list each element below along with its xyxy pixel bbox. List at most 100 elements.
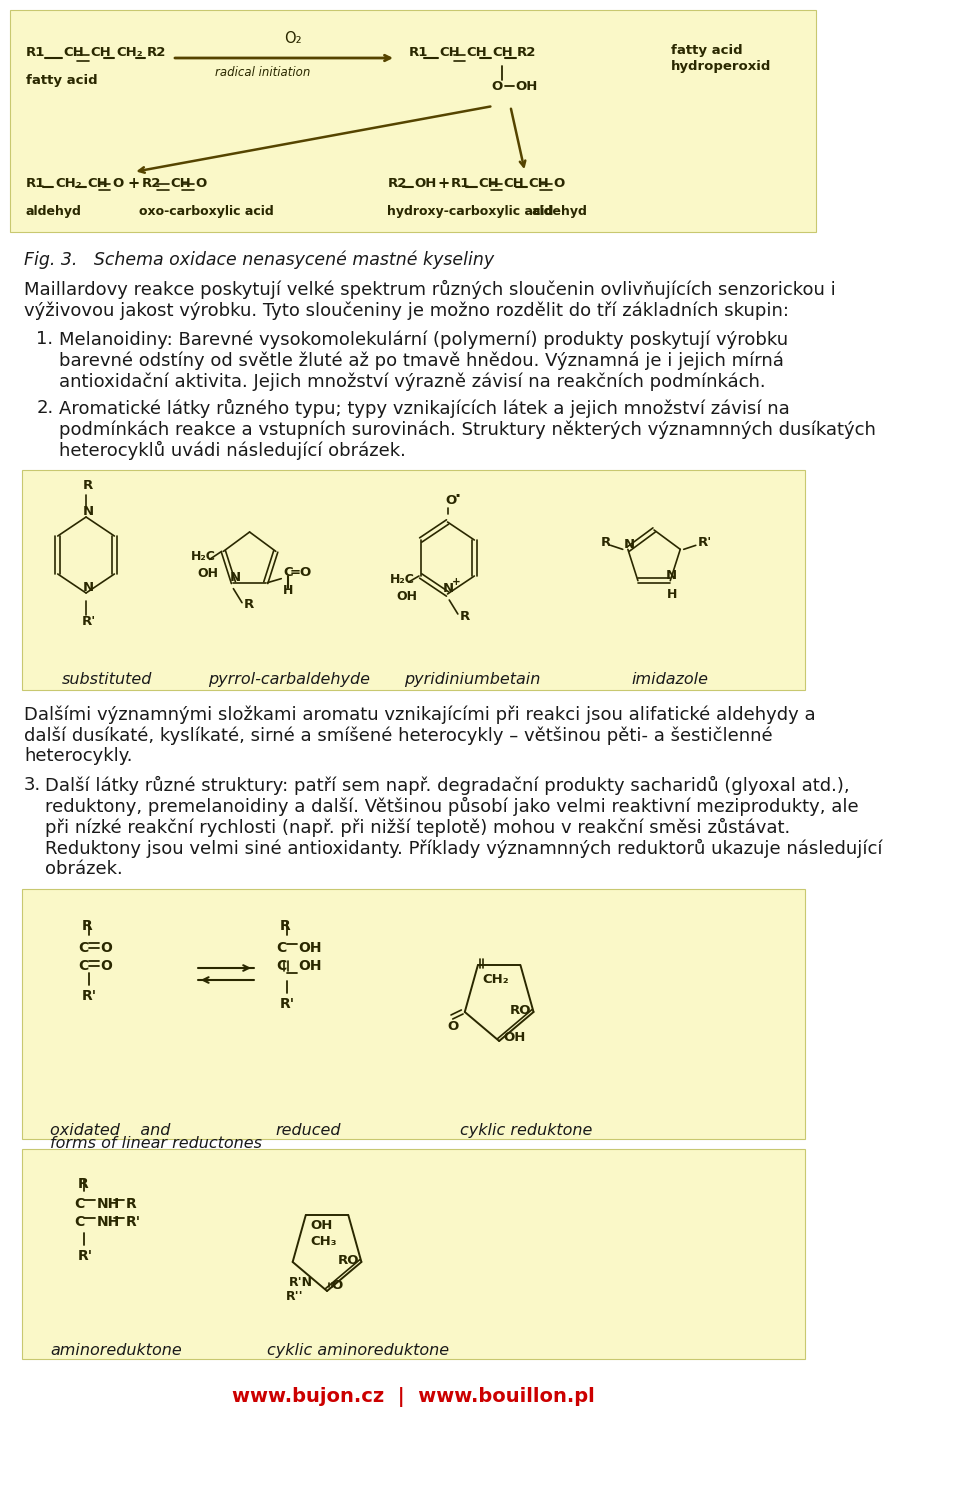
Text: R1: R1 bbox=[26, 45, 45, 59]
Text: O: O bbox=[553, 176, 564, 189]
Text: cyklic aminoreduktone: cyklic aminoreduktone bbox=[267, 1344, 449, 1359]
Text: radical initiation: radical initiation bbox=[215, 66, 310, 78]
Text: C: C bbox=[74, 1214, 84, 1229]
Text: CH: CH bbox=[528, 176, 549, 189]
Text: H: H bbox=[283, 585, 294, 597]
Text: heterocyklů uvádi následující obrázek.: heterocyklů uvádi následující obrázek. bbox=[59, 440, 405, 460]
Text: O: O bbox=[101, 941, 112, 954]
Text: R': R' bbox=[279, 996, 295, 1012]
Text: výživovou jakost výrobku. Tyto sloučeniny je možno rozdělit do tří základních sk: výživovou jakost výrobku. Tyto sloučenin… bbox=[24, 301, 789, 320]
Text: OH: OH bbox=[299, 959, 323, 972]
Text: R2: R2 bbox=[146, 45, 166, 59]
Text: OH: OH bbox=[299, 941, 323, 954]
Text: N: N bbox=[624, 538, 635, 550]
Bar bbox=[21, 470, 804, 690]
Text: R: R bbox=[460, 610, 469, 622]
Text: O: O bbox=[331, 1279, 343, 1293]
Text: O: O bbox=[101, 959, 112, 972]
Text: H: H bbox=[667, 588, 677, 601]
Text: antioxidační aktivita. Jejich množství výrazně závisí na reakčních podmínkách.: antioxidační aktivita. Jejich množství v… bbox=[59, 373, 765, 391]
Text: N: N bbox=[230, 571, 241, 585]
Text: R': R' bbox=[82, 989, 97, 1003]
Text: C: C bbox=[283, 567, 293, 579]
Bar bbox=[21, 888, 804, 1139]
Text: aminoreduktone: aminoreduktone bbox=[50, 1344, 181, 1359]
Text: imidazole: imidazole bbox=[632, 672, 708, 687]
Text: R': R' bbox=[126, 1214, 141, 1229]
Text: pyrrol-carbaldehyde: pyrrol-carbaldehyde bbox=[208, 672, 371, 687]
Text: Dalšími významnými složkami aromatu vznikajícími při reakci jsou alifatické alde: Dalšími významnými složkami aromatu vzni… bbox=[24, 705, 816, 723]
Text: R2: R2 bbox=[142, 176, 161, 189]
Text: CH₂: CH₂ bbox=[55, 176, 82, 189]
Text: R'N: R'N bbox=[289, 1276, 313, 1290]
Text: Reduktony jsou velmi siné antioxidanty. Příklady významnných reduktorů ukazuje n: Reduktony jsou velmi siné antioxidanty. … bbox=[45, 839, 882, 858]
Text: hydroperoxid: hydroperoxid bbox=[671, 60, 772, 72]
Text: CH₃: CH₃ bbox=[310, 1235, 337, 1247]
Text: R: R bbox=[83, 478, 93, 491]
Text: CH: CH bbox=[467, 45, 488, 59]
Text: fatty acid: fatty acid bbox=[671, 44, 743, 57]
Text: fatty acid: fatty acid bbox=[26, 74, 98, 87]
Text: C: C bbox=[276, 941, 286, 954]
Text: +: + bbox=[128, 176, 139, 191]
Text: aldehyd: aldehyd bbox=[26, 204, 82, 218]
Text: +: + bbox=[437, 176, 449, 191]
Text: +: + bbox=[452, 577, 461, 588]
Text: R': R' bbox=[78, 1249, 92, 1263]
Text: OH: OH bbox=[310, 1219, 332, 1232]
Text: NH: NH bbox=[96, 1196, 120, 1211]
Text: C: C bbox=[74, 1196, 84, 1211]
Bar bbox=[11, 11, 816, 231]
Text: R: R bbox=[279, 918, 291, 933]
Text: aldehyd: aldehyd bbox=[532, 204, 588, 218]
Text: O: O bbox=[112, 176, 123, 189]
Text: forms of linear reductones: forms of linear reductones bbox=[50, 1136, 262, 1151]
Text: R: R bbox=[244, 598, 254, 612]
Text: N: N bbox=[666, 570, 677, 582]
Text: ·: · bbox=[454, 488, 461, 504]
Text: CH: CH bbox=[90, 45, 111, 59]
Text: R'': R'' bbox=[286, 1290, 303, 1303]
Text: N: N bbox=[83, 580, 94, 594]
Text: O: O bbox=[447, 1021, 459, 1033]
Text: OH: OH bbox=[415, 176, 437, 189]
Text: Melanoidiny: Barevné vysokomolekulární (polymerní) produkty poskytují výrobku: Melanoidiny: Barevné vysokomolekulární (… bbox=[59, 331, 787, 349]
Text: CH: CH bbox=[503, 176, 524, 189]
Text: =O: =O bbox=[290, 567, 312, 579]
Text: Maillardovy reakce poskytují velké spektrum různých sloučenin ovlivňujících senz: Maillardovy reakce poskytují velké spekt… bbox=[24, 280, 836, 299]
Text: oxidated    and: oxidated and bbox=[50, 1123, 170, 1138]
Text: Další látky různé struktury: patří sem např. degradační produkty sacharidů (glyo: Další látky různé struktury: patří sem n… bbox=[45, 776, 850, 795]
Text: www.bujon.cz  |  www.bouillon.pl: www.bujon.cz | www.bouillon.pl bbox=[231, 1387, 594, 1407]
Text: RO: RO bbox=[510, 1004, 531, 1018]
Text: substituted: substituted bbox=[62, 672, 153, 687]
Text: N: N bbox=[83, 505, 94, 517]
Text: CH: CH bbox=[87, 176, 108, 189]
Text: reduced: reduced bbox=[276, 1123, 341, 1138]
Text: CH₂: CH₂ bbox=[482, 972, 509, 986]
Text: R': R' bbox=[82, 615, 96, 627]
Text: OH: OH bbox=[198, 567, 219, 580]
Text: CH: CH bbox=[440, 45, 461, 59]
Text: H₂C: H₂C bbox=[390, 573, 415, 586]
Text: CH: CH bbox=[492, 45, 513, 59]
Text: 2.: 2. bbox=[36, 398, 54, 416]
Text: R1: R1 bbox=[451, 176, 470, 189]
Text: barevné odstíny od světle žluté až po tmavě hnědou. Významná je i jejich mírná: barevné odstíny od světle žluté až po tm… bbox=[59, 352, 783, 370]
Text: R: R bbox=[126, 1196, 136, 1211]
Text: O: O bbox=[444, 493, 456, 507]
Text: cyklic reduktone: cyklic reduktone bbox=[461, 1123, 593, 1138]
Text: R: R bbox=[82, 918, 92, 933]
Text: O: O bbox=[492, 80, 503, 93]
Text: obrázek.: obrázek. bbox=[45, 860, 123, 878]
Text: R: R bbox=[78, 1177, 88, 1190]
Text: O: O bbox=[196, 176, 206, 189]
Text: Fig. 3.   Schema oxidace nenasycené mastné kyseliny: Fig. 3. Schema oxidace nenasycené mastné… bbox=[24, 249, 494, 269]
Text: při nízké reakční rychlosti (např. při nižší teplotě) mohou v reakční směsi zůst: při nízké reakční rychlosti (např. při n… bbox=[45, 818, 790, 837]
Text: CH: CH bbox=[63, 45, 84, 59]
Text: OH: OH bbox=[503, 1031, 526, 1045]
Text: Aromatické látky různého typu; typy vznikajících látek a jejich množství závisí : Aromatické látky různého typu; typy vzni… bbox=[59, 398, 789, 418]
Text: NH: NH bbox=[96, 1214, 120, 1229]
Text: OH: OH bbox=[396, 589, 418, 603]
Text: R1: R1 bbox=[409, 45, 428, 59]
Text: C: C bbox=[79, 959, 88, 972]
